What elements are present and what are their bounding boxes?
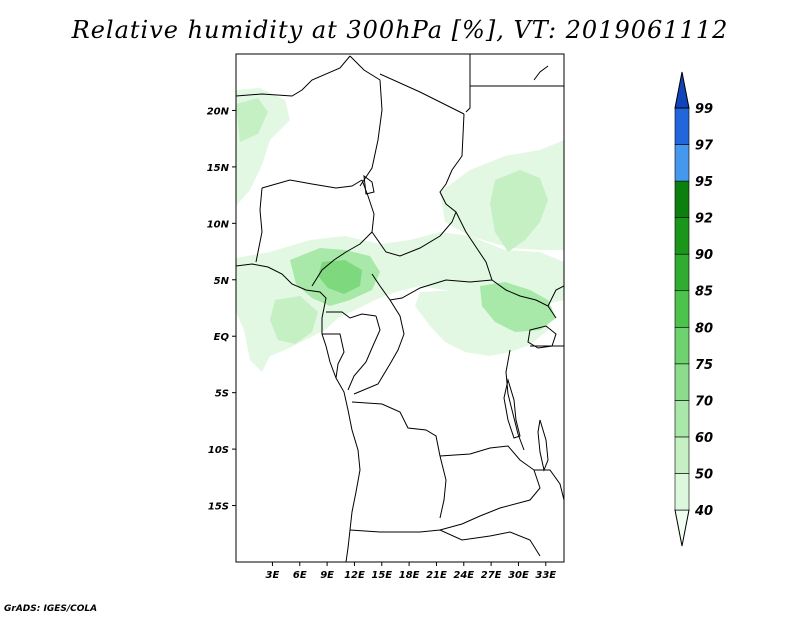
lon-tick-label: 27E <box>481 570 502 581</box>
humidity-shading <box>236 88 564 372</box>
border-zambia <box>439 445 541 531</box>
lon-tick-label: 24E <box>453 570 474 581</box>
lat-tick-label: 10S <box>208 445 229 456</box>
border-nigeria-cameroon <box>311 179 375 287</box>
colorbar-level-label: 99 <box>695 102 713 117</box>
coast-red-sea <box>533 65 549 81</box>
border-uganda-east <box>547 285 564 307</box>
chart-title: Relative humidity at 300hPa [%], VT: 201… <box>71 16 729 44</box>
border-mozambique <box>534 469 564 501</box>
border-zimbabwe <box>489 531 541 557</box>
map-frame <box>235 53 565 563</box>
colorbar-level-label: 50 <box>695 467 713 482</box>
colorbar-upper-extension <box>674 71 690 109</box>
border-drc-east <box>505 349 525 451</box>
humidity-area-cameroon-core <box>318 260 362 294</box>
colorbar-level-label: 75 <box>695 358 713 373</box>
lon-tick-label: 15E <box>371 570 392 581</box>
longitude-ticks: 3E 6E 9E 12E 15E 18E 21E 24E 27E 30E 33E <box>266 562 556 581</box>
latitude-ticks: 20N 15N 10N 5N EQ 5S 10S 15S <box>207 106 236 513</box>
lon-tick-label: 18E <box>399 570 420 581</box>
colorbar-segment <box>674 473 690 511</box>
colorbar-segment <box>674 253 690 292</box>
colorbar-segment <box>674 144 690 182</box>
lon-tick-label: 21E <box>426 570 447 581</box>
lake-malawi <box>537 419 549 472</box>
border-congo-drc <box>353 299 405 395</box>
border-cameroon-south <box>326 311 377 319</box>
colorbar-segment <box>674 107 690 145</box>
border-congo <box>347 315 381 391</box>
lon-tick-label: 9E <box>320 570 334 581</box>
colorbar-level-label: 70 <box>695 394 713 409</box>
political-boundaries <box>236 54 564 562</box>
lat-tick-label: 10N <box>207 219 230 230</box>
border-chad-car <box>371 211 457 257</box>
lat-tick-label: 5S <box>215 389 229 400</box>
lake-tanganyika <box>503 378 521 439</box>
border-gabon <box>322 333 345 379</box>
border-niger-mali <box>236 55 351 97</box>
colorbar-segment <box>674 290 690 328</box>
border-car-drc <box>371 273 493 301</box>
colorbar-segment <box>674 326 690 365</box>
colorbar-segment <box>674 400 690 438</box>
colorbar-level-label: 97 <box>695 139 714 154</box>
colorbar: 40 50 60 70 75 80 85 90 92 95 97 99 <box>674 71 714 547</box>
lon-tick-label: 12E <box>344 570 365 581</box>
colorbar-segment <box>674 217 690 255</box>
lon-tick-label: 30E <box>508 570 529 581</box>
border-angola-north <box>351 401 441 457</box>
colorbar-segment <box>674 436 690 474</box>
lat-tick-label: 15N <box>207 163 230 174</box>
border-nigeria-benin <box>255 187 263 263</box>
colorbar-level-label: 60 <box>695 431 713 446</box>
colorbar-level-label: 85 <box>695 285 713 300</box>
lat-tick-label: 5N <box>214 276 230 287</box>
lat-tick-label: 20N <box>207 106 230 117</box>
humidity-area-sudan <box>490 170 548 252</box>
lon-tick-label: 33E <box>535 570 556 581</box>
border-south-sudan-drc <box>491 279 557 319</box>
colorbar-level-label: 90 <box>695 248 713 263</box>
humidity-area-gabon <box>270 296 318 344</box>
border-libya-egypt <box>465 54 471 113</box>
border-niger-chad <box>349 55 383 187</box>
lat-tick-label: 15S <box>208 502 229 513</box>
border-chad-sudan <box>439 113 493 281</box>
lat-tick-label: EQ <box>214 332 230 343</box>
border-angola-east <box>439 455 447 519</box>
colorbar-segment <box>674 180 690 218</box>
colorbar-level-label: 92 <box>695 212 713 227</box>
border-libya-chad <box>379 73 465 115</box>
lon-tick-label: 6E <box>293 570 307 581</box>
lake-chad <box>363 174 375 195</box>
colorbar-segment <box>674 363 690 401</box>
humidity-area-great-lakes <box>480 282 556 332</box>
colorbar-level-label: 95 <box>695 175 713 190</box>
border-nigeria-north <box>261 179 363 189</box>
coastline-gulf-of-guinea <box>236 263 361 562</box>
colorbar-level-label: 80 <box>695 321 713 336</box>
border-angola-namibia <box>349 529 491 541</box>
lake-victoria <box>527 325 557 349</box>
credit-label: GrADS: IGES/COLA <box>4 604 98 614</box>
colorbar-lower-extension <box>674 509 690 547</box>
humidity-area-guinea <box>236 98 268 142</box>
colorbar-level-label: 40 <box>694 504 713 519</box>
lon-tick-label: 3E <box>266 570 280 581</box>
